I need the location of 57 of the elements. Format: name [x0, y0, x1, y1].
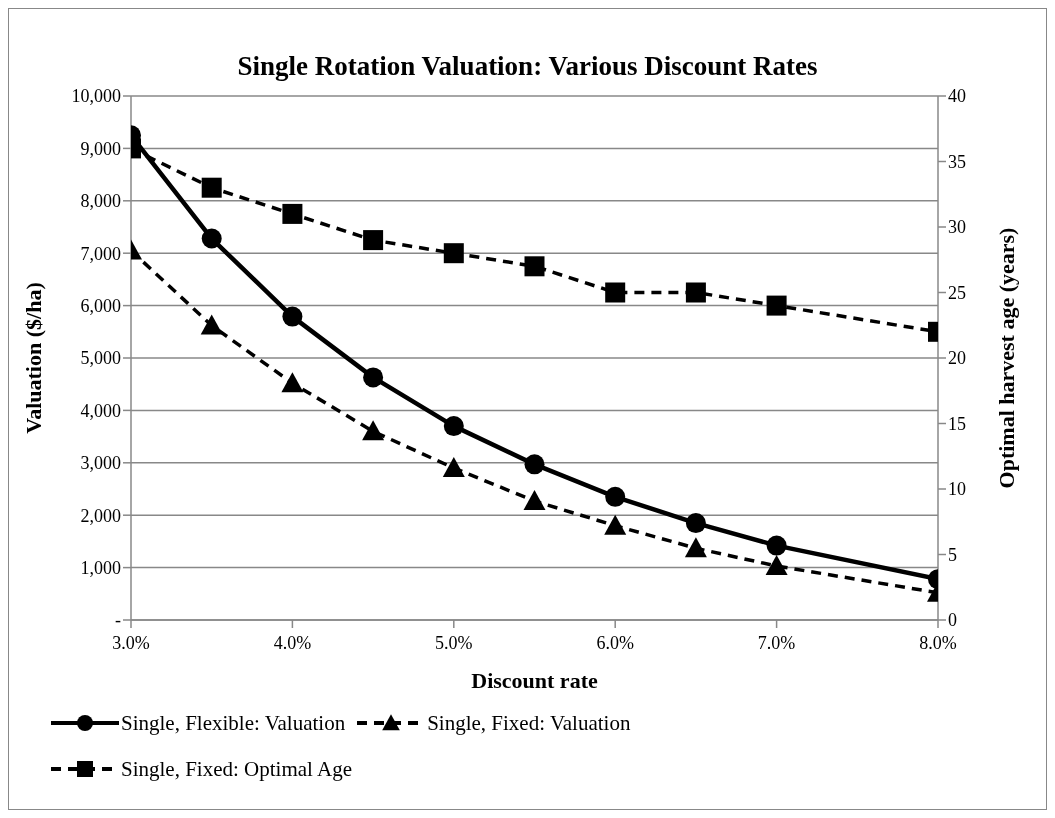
- y-tick-label: -: [115, 610, 121, 631]
- legend-label: Single, Flexible: Valuation: [121, 710, 346, 736]
- point: [362, 420, 385, 441]
- point: [443, 243, 464, 264]
- y-tick-label: 7,000: [80, 243, 121, 264]
- point: [524, 454, 545, 475]
- point: [281, 372, 304, 393]
- y2-tick-label: 30: [948, 217, 966, 238]
- y-tick-label: 1,000: [80, 557, 121, 578]
- y-tick-label: 4,000: [80, 400, 121, 421]
- x-tick-label: 3.0%: [112, 632, 150, 653]
- point: [605, 282, 626, 303]
- point: [363, 230, 384, 251]
- y-tick-label: 6,000: [80, 295, 121, 316]
- point: [685, 282, 706, 303]
- y-tick-label: 9,000: [80, 138, 121, 159]
- point: [442, 457, 465, 478]
- y2-tick-label: 20: [948, 348, 966, 369]
- point: [605, 486, 626, 507]
- point: [282, 203, 303, 224]
- point: [201, 228, 222, 249]
- x-tick-label: 5.0%: [435, 632, 473, 653]
- point: [523, 490, 546, 511]
- point: [684, 537, 707, 558]
- y2-tick-label: 5: [948, 544, 957, 565]
- point: [443, 416, 464, 437]
- y2-tick-label: 35: [948, 151, 966, 172]
- x-tick-label: 7.0%: [757, 632, 796, 653]
- point: [765, 555, 788, 576]
- legend-label: Single, Fixed: Valuation: [427, 710, 631, 736]
- point: [604, 514, 627, 535]
- x-axis-title: Discount rate: [471, 668, 598, 693]
- legend-label: Single, Fixed: Optimal Age: [121, 756, 352, 782]
- x-tick-label: 4.0%: [273, 632, 312, 653]
- point: [524, 256, 545, 277]
- point: [282, 306, 303, 327]
- y2-axis-title: Optimal harvest age (years): [993, 227, 1019, 489]
- x-tick-label: 8.0%: [919, 632, 957, 653]
- y2-tick-label: 15: [948, 413, 966, 434]
- y-tick-label: 2,000: [80, 505, 121, 526]
- point: [201, 177, 222, 198]
- chart-title: Single Rotation Valuation: Various Discount Rates: [236, 51, 819, 82]
- y2-tick-label: 10: [948, 479, 966, 500]
- point: [200, 314, 223, 335]
- point: [766, 535, 787, 556]
- y-tick-label: 5,000: [80, 348, 121, 369]
- y-tick-label: 8,000: [80, 191, 121, 212]
- y2-tick-label: 40: [948, 86, 966, 107]
- y2-tick-label: 25: [948, 282, 966, 303]
- y-tick-label: 3,000: [80, 453, 121, 474]
- y-tick-label: 10,000: [71, 86, 121, 107]
- y2-tick-label: 0: [948, 610, 957, 631]
- x-tick-label: 6.0%: [596, 632, 634, 653]
- point: [766, 295, 787, 316]
- y-axis-title: Valuation ($/ha): [20, 282, 46, 434]
- point: [685, 513, 706, 534]
- point: [363, 367, 384, 388]
